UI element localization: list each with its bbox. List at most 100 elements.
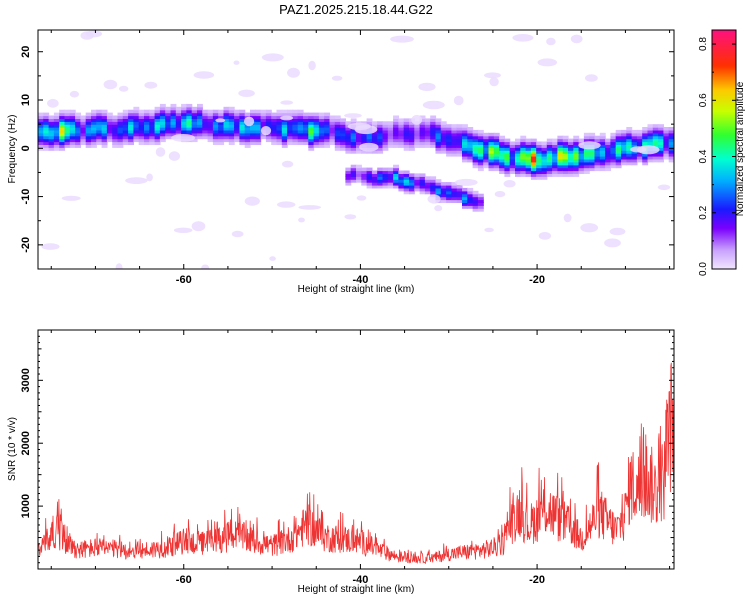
spectrogram-cell <box>276 129 283 134</box>
spectrogram-cell <box>165 129 172 134</box>
spectrogram-cell <box>668 138 674 143</box>
spectrogram-cell <box>541 141 548 145</box>
spectrogram-cell <box>488 144 495 148</box>
spectrogram-cell <box>106 124 113 128</box>
spectrogram-cell <box>234 132 240 137</box>
spectrogram-cell <box>499 164 505 169</box>
spectrogram-cell <box>64 109 71 114</box>
spectrogram-cell <box>631 129 638 134</box>
spectrogram-cell <box>477 167 484 172</box>
spectrogram-cell <box>271 127 278 131</box>
spectrogram-cell <box>85 121 92 125</box>
spectrogram-cell <box>234 129 240 134</box>
spectrogram-cell <box>483 161 490 166</box>
spectrogram-cell <box>472 164 479 169</box>
spectrogram-cell <box>621 161 627 166</box>
spectrogram-cell <box>297 112 304 117</box>
spectrogram-cell <box>647 132 654 137</box>
spectrogram-cell <box>509 144 516 148</box>
spectrogram-cell <box>255 118 262 122</box>
spectrogram-frame <box>37 29 675 270</box>
spectrogram-cell <box>122 141 129 145</box>
spectrogram-cell <box>493 135 500 140</box>
spectrogram-cell <box>398 129 405 134</box>
spectrogram-cell <box>562 141 569 145</box>
spectrogram-cell <box>138 124 145 128</box>
spectrogram-noise-blob <box>580 223 599 233</box>
spectrogram-cell <box>212 127 219 131</box>
spectrogram-cell <box>430 121 437 125</box>
spectrogram-cell <box>467 150 474 154</box>
spectrogram-cell <box>334 124 341 128</box>
spectrogram-cell <box>663 127 670 131</box>
spectrogram-cell <box>636 135 643 140</box>
spectrogram-cell <box>80 121 87 125</box>
spectrogram-cell <box>382 127 389 131</box>
spectrogram-cell <box>276 138 283 143</box>
spectrogram-cell <box>462 202 468 206</box>
spectrogram-cell <box>175 129 182 134</box>
spectrogram-cell <box>583 156 590 160</box>
spectrogram-cell <box>557 167 564 172</box>
spectrogram-cell <box>191 127 198 131</box>
spectrogram-cell <box>578 167 585 172</box>
spectrogram-cell <box>186 103 193 108</box>
spectrogram-cell <box>387 121 394 125</box>
spectrogram-cell <box>59 109 66 114</box>
spectrogram-cell <box>191 124 198 128</box>
spectrogram-cell <box>165 135 172 140</box>
spectrogram-cell <box>96 141 103 145</box>
spectrogram-cell <box>361 167 368 172</box>
spectrogram-cell <box>356 167 362 172</box>
spectrogram-cell <box>361 138 368 143</box>
spectrogram-cell <box>652 153 659 157</box>
spectrogram-cell <box>462 135 468 140</box>
spectrogram-cell <box>552 158 558 163</box>
spectrogram-cell <box>334 141 341 145</box>
spectrogram-cell <box>573 153 580 157</box>
spectrogram-cell <box>122 121 129 125</box>
spectrogram-cell <box>80 124 87 128</box>
spectrogram-cell <box>509 141 516 145</box>
spectrogram-cell <box>562 173 569 177</box>
spectrogram-cell <box>557 150 564 154</box>
spectrogram-cell <box>43 115 50 119</box>
spectrogram-cell <box>53 138 60 143</box>
spectrogram-cell <box>440 132 447 137</box>
spectrogram-cell <box>281 135 288 140</box>
spectrogram-cell <box>122 129 129 134</box>
spectrogram-cell <box>175 124 182 128</box>
spectrogram-cell <box>477 208 484 212</box>
spectrogram-cell <box>313 112 320 117</box>
spectrogram-cell <box>430 190 437 195</box>
spectrogram-cell <box>101 141 108 145</box>
spectrogram-cell <box>292 121 299 125</box>
spectrogram-cell <box>430 179 437 183</box>
spectrogram-cell <box>525 156 532 160</box>
spectrogram-cell <box>38 118 44 122</box>
spectrogram-cell <box>371 170 378 174</box>
spectrogram-noise-blob <box>657 184 671 191</box>
spectrogram-cell <box>207 132 214 137</box>
spectrogram-cell <box>594 147 601 151</box>
spectrogram-cell <box>186 132 193 137</box>
spectrogram-cell <box>255 132 262 137</box>
spectrogram-cell <box>197 118 203 122</box>
spectrogram-cell <box>371 173 378 177</box>
spectrogram-cell <box>589 156 596 160</box>
spectrogram-cell <box>477 205 484 209</box>
spectrogram-cell <box>578 164 585 169</box>
spectrogram-cell <box>626 156 633 160</box>
spectrogram-cell <box>361 182 368 186</box>
figure-title: PAZ1.2025.215.18.44.G22 <box>279 2 433 17</box>
spectrogram-cell <box>530 161 537 166</box>
spectrogram-cell <box>493 161 500 166</box>
spectrogram-cell <box>303 121 309 125</box>
spectrogram-cell <box>334 115 341 119</box>
spectrogram-cell <box>159 138 166 143</box>
spectrogram-cell <box>149 115 156 119</box>
spectrogram-cell <box>38 129 44 134</box>
spectrogram-cell <box>536 153 543 157</box>
spectrogram-cell <box>271 132 278 137</box>
